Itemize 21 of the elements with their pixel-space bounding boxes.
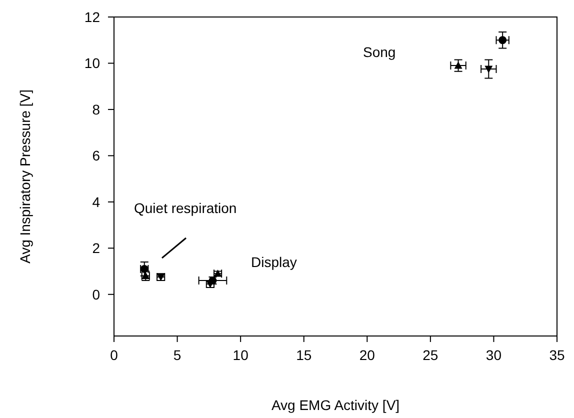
x-axis-title: Avg EMG Activity [V] xyxy=(271,397,400,413)
annotation: Display xyxy=(251,254,297,270)
x-tick-label: 30 xyxy=(486,347,502,363)
y-tick-label: 6 xyxy=(92,148,100,164)
y-tick-label: 0 xyxy=(92,286,100,302)
x-tick-label: 35 xyxy=(549,347,565,363)
x-tick-label: 20 xyxy=(359,347,376,363)
y-tick-label: 8 xyxy=(92,101,100,118)
x-tick-label: 5 xyxy=(173,347,182,363)
y-tick-label: 4 xyxy=(92,194,100,210)
x-tick-label: 15 xyxy=(296,347,312,363)
annotation: Song xyxy=(363,44,396,60)
point xyxy=(484,66,493,74)
y-tick-label: 10 xyxy=(84,55,100,72)
x-tick-label: 0 xyxy=(110,347,118,363)
annotation: Quiet respiration xyxy=(134,200,237,216)
x-tick-label: 25 xyxy=(422,347,438,363)
y-tick-label: 2 xyxy=(92,240,100,256)
y-tick-label: 12 xyxy=(84,9,100,25)
x-tick-label: 10 xyxy=(232,347,249,363)
y-axis-title: Avg Inspiratory Pressure [V] xyxy=(17,89,33,264)
